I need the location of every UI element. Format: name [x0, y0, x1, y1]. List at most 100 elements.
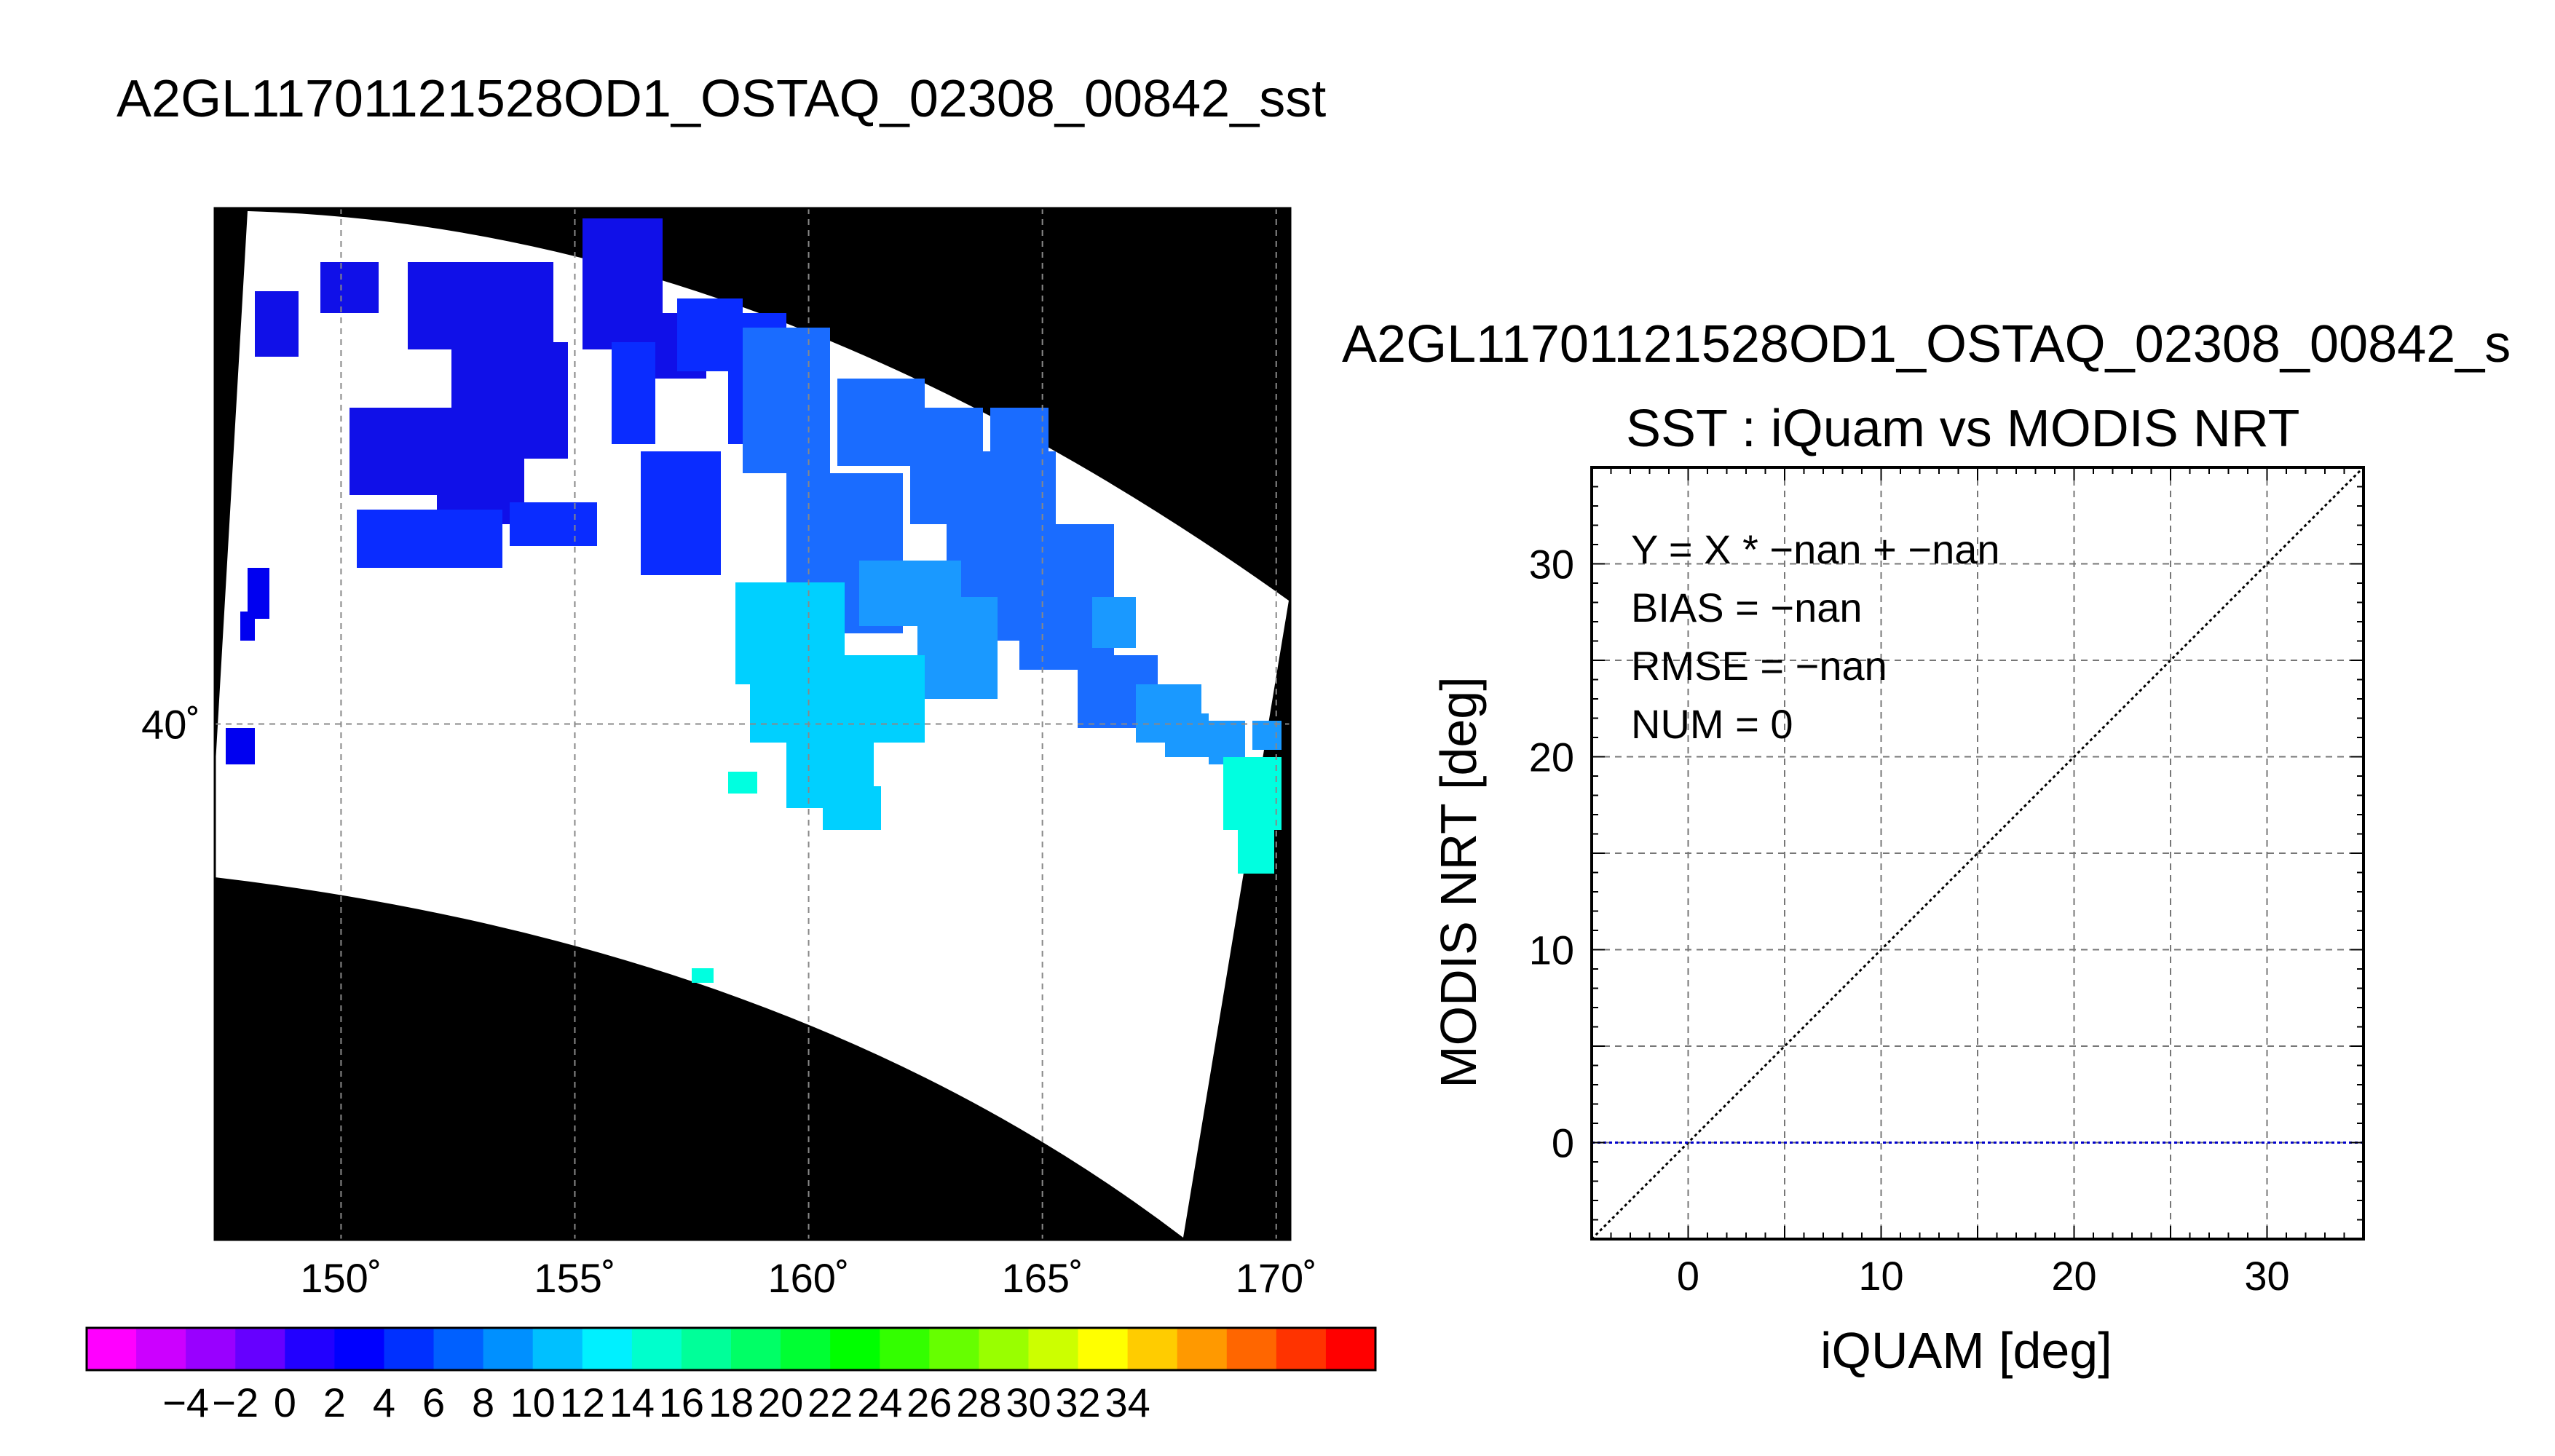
scatter-y-tick-label: 10 [1529, 927, 1574, 973]
colorbar-cell [136, 1328, 186, 1370]
map-frame [213, 207, 1292, 1241]
sst-patch [408, 262, 553, 349]
identity-line [1592, 467, 2364, 1239]
scatter-y-tick-label: 0 [1552, 1120, 1574, 1166]
colorbar-label: 34 [1105, 1380, 1150, 1425]
scatter-x-tick-label: 0 [1677, 1253, 1699, 1299]
map-x-tick-label: 150˚ [300, 1255, 382, 1301]
scatter-x-tick-label: 20 [2051, 1253, 2096, 1299]
colorbar-frame [85, 1326, 1377, 1372]
sst-patch [692, 968, 714, 983]
colorbar-cell [1028, 1328, 1079, 1370]
sst-patch [1165, 713, 1209, 757]
x-axis-label: iQUAM [deg] [1820, 1322, 2112, 1379]
map-grid [215, 208, 1290, 1240]
colorbar-label: 18 [708, 1380, 754, 1425]
colorbar-label: 6 [422, 1380, 445, 1425]
map-title: A2GL11701121528OD1_OSTAQ_02308_00842_sst [117, 70, 1327, 128]
sst-patch [240, 612, 255, 641]
colorbar-cell [830, 1328, 880, 1370]
colorbar-label: −4 [162, 1380, 209, 1425]
colorbar-cell [631, 1328, 682, 1370]
colorbar-cells [87, 1328, 1376, 1370]
map-x-tick-label: 170˚ [1236, 1255, 1317, 1301]
sst-patch [255, 291, 299, 357]
scatter-y-tick-label: 20 [1529, 735, 1574, 780]
colorbar-cell [582, 1328, 633, 1370]
sst-patch [1092, 597, 1136, 648]
colorbar-cell [731, 1328, 781, 1370]
sst-patch [641, 451, 721, 575]
colorbar-cell [532, 1328, 583, 1370]
colorbar-label: 8 [472, 1380, 494, 1425]
colorbar: −4 −2 0 2 4 6 8 10 12 14 16 18 20 22 24 26 28 30 32 34 [85, 1326, 1377, 1425]
colorbar-cell [781, 1328, 831, 1370]
colorbar-cell [1276, 1328, 1327, 1370]
scatter-x-tick-label: 10 [1858, 1253, 1903, 1299]
sst-patch [750, 655, 925, 743]
colorbar-label: −2 [212, 1380, 258, 1425]
colorbar-cell [1177, 1328, 1228, 1370]
sst-patch [451, 342, 568, 459]
scatter-title: A2GL11701121528OD1_OSTAQ_02308_00842_s [1342, 315, 2511, 373]
scatter-ticks: 0 10 20 30 0 10 20 30 [1529, 467, 2364, 1299]
colorbar-cell [235, 1328, 285, 1370]
colorbar-cell [1325, 1328, 1376, 1370]
sst-patch [248, 568, 269, 619]
colorbar-cell [880, 1328, 930, 1370]
colorbar-label: 22 [807, 1380, 853, 1425]
scatter-y-tick-label: 30 [1529, 542, 1574, 587]
colorbar-label: 20 [758, 1380, 803, 1425]
colorbar-cell [186, 1328, 236, 1370]
colorbar-cell [929, 1328, 979, 1370]
colorbar-cell [334, 1328, 384, 1370]
scatter-x-tick-label: 30 [2244, 1253, 2289, 1299]
map-x-tick-label: 165˚ [1002, 1255, 1083, 1301]
stats-line: NUM = 0 [1631, 701, 1793, 747]
colorbar-cell [483, 1328, 534, 1370]
sst-patch [1223, 757, 1282, 830]
stats-line: BIAS = −nan [1631, 585, 1863, 630]
map-x-tick-label: 160˚ [768, 1255, 850, 1301]
sst-patch [917, 597, 998, 699]
sst-patch [320, 262, 379, 313]
reference-lines [1592, 467, 2364, 1239]
stats-box: Y = X * −nan + −nan BIAS = −nan RMSE = −na… [1631, 526, 2000, 747]
colorbar-cell [87, 1328, 137, 1370]
map-x-tick-label: 155˚ [534, 1255, 615, 1301]
colorbar-label: 10 [510, 1380, 556, 1425]
scatter-subtitle: SST : iQuam vs MODIS NRT [1626, 400, 2300, 458]
sst-patch [743, 328, 830, 473]
sst-patch [612, 342, 655, 444]
colorbar-label: 16 [659, 1380, 704, 1425]
scatter-panel: 0 10 20 30 0 10 20 30 Y = X * −nan + −nan BIAS =… [1529, 466, 2365, 1299]
colorbar-label: 2 [323, 1380, 346, 1425]
sst-patch [728, 772, 757, 794]
sst-pixels [226, 218, 1282, 983]
sst-patch [226, 728, 255, 764]
colorbar-label: 28 [956, 1380, 1001, 1425]
sst-patch [823, 786, 881, 830]
colorbar-cell [1127, 1328, 1178, 1370]
colorbar-cell [979, 1328, 1029, 1370]
colorbar-label: 26 [907, 1380, 952, 1425]
map-y-tick-label: 40˚ [141, 702, 200, 748]
sst-patch [583, 218, 663, 349]
sst-patch [990, 408, 1049, 466]
colorbar-cell [1078, 1328, 1129, 1370]
colorbar-cell [285, 1328, 335, 1370]
colorbar-label: 30 [1006, 1380, 1051, 1425]
sst-patch [1252, 721, 1282, 750]
colorbar-label: 12 [560, 1380, 605, 1425]
colorbar-cell [433, 1328, 484, 1370]
sst-patch [510, 502, 597, 546]
colorbar-labels: −4 −2 0 2 4 6 8 10 12 14 16 18 20 22 24 26 28 30 32 34 [162, 1380, 1150, 1425]
stats-line: Y = X * −nan + −nan [1631, 526, 2000, 572]
colorbar-label: 4 [373, 1380, 395, 1425]
map-panel [213, 207, 1292, 1241]
colorbar-label: 24 [857, 1380, 902, 1425]
stats-line: RMSE = −nan [1631, 643, 1887, 689]
colorbar-label: 0 [274, 1380, 296, 1425]
